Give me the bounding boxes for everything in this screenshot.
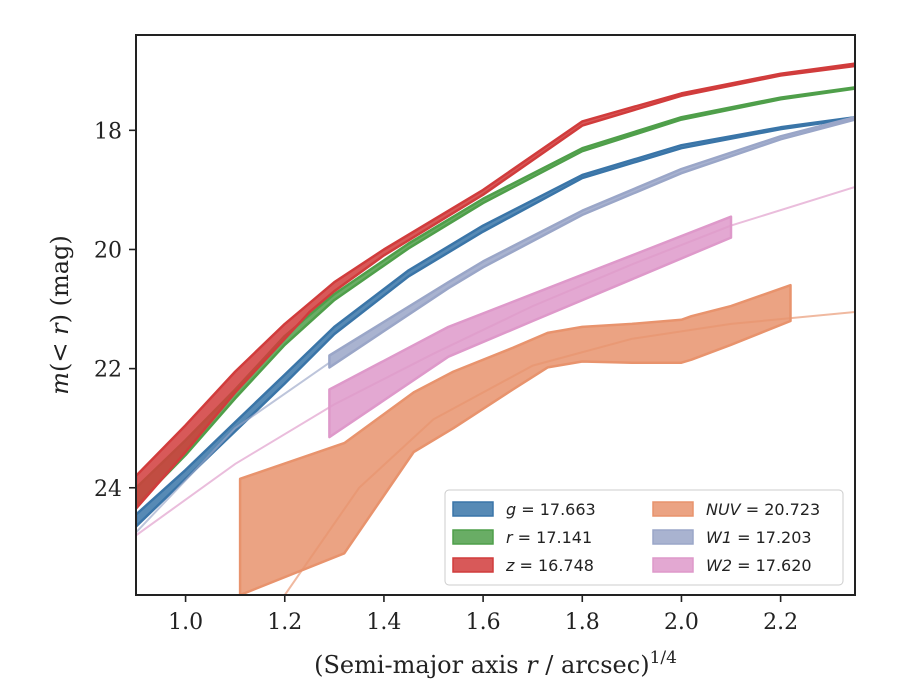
band-g <box>136 115 855 528</box>
x-tick-label: 1.6 <box>466 610 501 635</box>
y-ticks: 18 20 22 24 <box>94 119 136 502</box>
plot-frame <box>135 34 856 596</box>
band-w1 <box>328 115 855 369</box>
model-curve-w2 <box>136 185 855 537</box>
x-tick-label: 2.0 <box>664 610 699 635</box>
band-r <box>136 86 855 507</box>
y-tick-label: 22 <box>94 358 122 383</box>
x-axis-label: (Semi-major axis r / arcsec)1/4 <box>314 648 677 679</box>
x-tick-label: 1.2 <box>267 610 302 635</box>
band-z <box>136 62 855 510</box>
y-axis-label: m(< r) (mag) <box>46 235 74 395</box>
model-curve-nuv <box>283 311 855 595</box>
y-tick-label: 20 <box>94 238 122 263</box>
legend-swatch <box>452 501 494 517</box>
x-tick-label: 1.4 <box>366 610 401 635</box>
legend-swatch <box>652 557 694 573</box>
band-w2 <box>328 215 733 439</box>
model-curve-w1 <box>136 361 330 534</box>
x-ticks: 1.0 1.2 1.4 1.6 1.8 2.0 2.2 <box>168 595 798 635</box>
legend-box <box>444 489 844 586</box>
legend-label: z = 16.748 <box>505 556 594 575</box>
y-tick-label: 24 <box>94 477 122 502</box>
band-nuv <box>238 283 792 595</box>
legend-swatch <box>452 557 494 573</box>
model-curves <box>136 185 855 595</box>
y-tick-label: 18 <box>94 119 122 144</box>
legend-label: r = 17.141 <box>506 528 592 547</box>
x-tick-label: 1.0 <box>168 610 203 635</box>
legend-label: g = 17.663 <box>506 500 596 519</box>
data-bands <box>136 62 855 595</box>
legend-label: W1 = 17.203 <box>706 528 812 547</box>
legend-swatch <box>652 529 694 545</box>
legend-label: NUV = 20.723 <box>706 500 820 519</box>
legend-swatch <box>452 529 494 545</box>
x-tick-label: 2.2 <box>763 610 798 635</box>
legend-label: W2 = 17.620 <box>706 556 812 575</box>
x-tick-label: 1.8 <box>565 610 600 635</box>
legend-swatch <box>652 501 694 517</box>
legend: g = 17.663 r = 17.141 z = 16.748 NUV = 20.7… <box>444 489 844 586</box>
